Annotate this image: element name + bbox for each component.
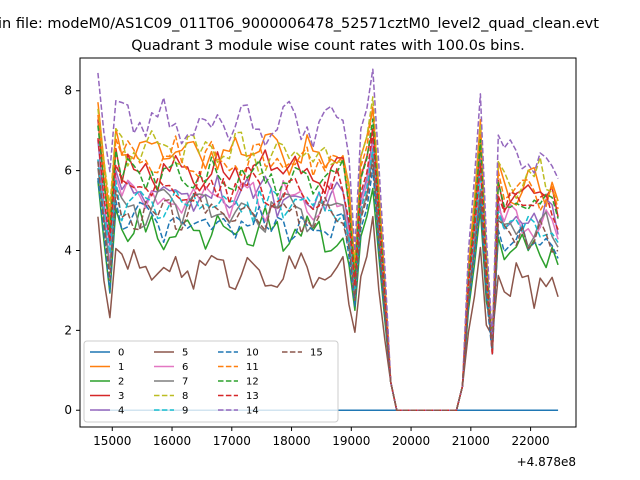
legend-box bbox=[83, 340, 339, 423]
series-line-15 bbox=[97, 158, 559, 411]
legend-label-12: 12 bbox=[246, 377, 259, 388]
y-tick-label: 2 bbox=[64, 323, 72, 337]
axes-frame bbox=[79, 57, 577, 428]
legend-label-11: 11 bbox=[246, 362, 259, 373]
legend-label-7: 7 bbox=[182, 377, 188, 388]
x-tick-label: 22000 bbox=[511, 434, 549, 448]
series-line-10 bbox=[97, 168, 559, 411]
legend-label-0: 0 bbox=[118, 348, 124, 359]
series-line-14 bbox=[97, 68, 559, 411]
figure-title: in file: modeM0/AS1C09_011T06_9000006478… bbox=[0, 16, 599, 32]
legend-label-5: 5 bbox=[182, 348, 188, 359]
y-tick-label: 0 bbox=[64, 403, 72, 417]
plot-area bbox=[97, 68, 559, 411]
legend-label-14: 14 bbox=[246, 406, 259, 417]
legend-label-10: 10 bbox=[246, 348, 259, 359]
y-tick-label: 8 bbox=[64, 84, 72, 98]
legend-label-1: 1 bbox=[118, 362, 124, 373]
y-axis: 0 2 4 6 8 bbox=[64, 84, 80, 417]
x-axis-offset-label: +4.878e8 bbox=[517, 455, 576, 469]
legend-label-8: 8 bbox=[182, 391, 188, 402]
x-tick-label: 19000 bbox=[332, 434, 370, 448]
x-tick-label: 17000 bbox=[213, 434, 251, 448]
x-tick-label: 20000 bbox=[392, 434, 430, 448]
series-line-9 bbox=[97, 148, 559, 411]
legend-label-2: 2 bbox=[118, 377, 124, 388]
x-axis: 15000 16000 17000 18000 19000 20000 21000 22000 bbox=[93, 427, 550, 448]
legend-label-6: 6 bbox=[182, 362, 188, 373]
y-tick-label: 6 bbox=[64, 164, 72, 178]
legend-label-4: 4 bbox=[118, 406, 124, 417]
legend-label-13: 13 bbox=[246, 391, 259, 402]
x-tick-label: 21000 bbox=[452, 434, 490, 448]
x-tick-label: 15000 bbox=[93, 434, 131, 448]
legend-label-9: 9 bbox=[182, 406, 188, 417]
legend-label-15: 15 bbox=[310, 348, 323, 359]
x-tick-label: 16000 bbox=[153, 434, 191, 448]
y-tick-label: 4 bbox=[64, 243, 72, 257]
legend-label-3: 3 bbox=[118, 391, 124, 402]
x-tick-label: 18000 bbox=[272, 434, 310, 448]
chart-title: Quadrant 3 module wise count rates with … bbox=[131, 38, 525, 54]
